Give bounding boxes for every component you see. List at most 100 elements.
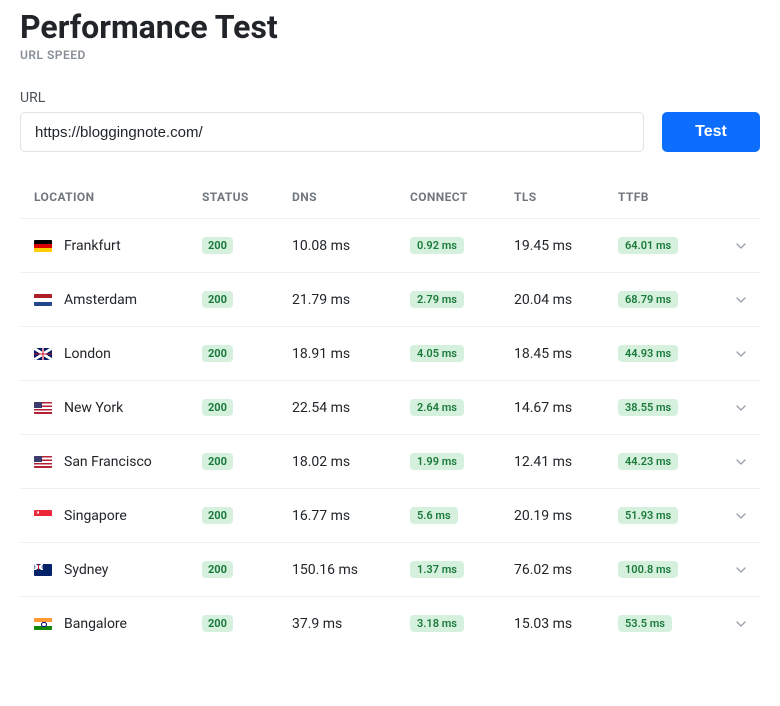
location-name: Amsterdam [64, 292, 137, 308]
expand-row-button[interactable] [718, 508, 764, 524]
connect-badge: 0.92 ms [410, 237, 464, 254]
col-connect: CONNECT [410, 190, 514, 204]
tls-value: 20.04 ms [514, 292, 618, 308]
connect-badge: 1.37 ms [410, 561, 464, 578]
table-row: London 200 18.91 ms4.05 ms 18.45 ms44.93 ms [20, 326, 760, 380]
location-name: London [64, 346, 111, 362]
status-badge: 200 [202, 345, 233, 362]
status-badge: 200 [202, 291, 233, 308]
ttfb-badge: 44.93 ms [618, 345, 678, 362]
col-ttfb: TTFB [618, 190, 718, 204]
location-cell: Frankfurt [34, 238, 202, 254]
flag-icon [34, 618, 52, 630]
location-cell: San Francisco [34, 454, 202, 470]
tls-value: 12.41 ms [514, 454, 618, 470]
connect-badge: 1.99 ms [410, 453, 464, 470]
dns-value: 16.77 ms [292, 508, 410, 524]
ttfb-badge: 38.55 ms [618, 399, 678, 416]
ttfb-badge: 64.01 ms [618, 237, 678, 254]
col-status: STATUS [202, 190, 292, 204]
status-badge: 200 [202, 561, 233, 578]
connect-badge: 4.05 ms [410, 345, 464, 362]
flag-icon [34, 564, 52, 576]
expand-row-button[interactable] [718, 454, 764, 470]
location-cell: London [34, 346, 202, 362]
location-name: Bangalore [64, 616, 127, 632]
status-badge: 200 [202, 615, 233, 632]
dns-value: 21.79 ms [292, 292, 410, 308]
ttfb-badge: 68.79 ms [618, 291, 678, 308]
status-badge: 200 [202, 507, 233, 524]
table-row: Frankfurt20010.08 ms0.92 ms19.45 ms64.01… [20, 218, 760, 272]
connect-badge: 2.79 ms [410, 291, 464, 308]
table-row: Bangalore 200 37.9 ms3.18 ms 15.03 ms53.5 m… [20, 596, 760, 650]
connect-badge: 2.64 ms [410, 399, 464, 416]
flag-icon [34, 456, 52, 468]
tls-value: 15.03 ms [514, 616, 618, 632]
location-name: New York [64, 400, 123, 416]
table-row: New York 200 22.54 ms2.64 ms 14.67 ms38.55 … [20, 380, 760, 434]
table-row: Singapore 200 16.77 ms5.6 ms 20.19 ms51.93 … [20, 488, 760, 542]
table-row: Amsterdam 200 21.79 ms2.79 ms 20.04 ms68.79… [20, 272, 760, 326]
flag-icon [34, 402, 52, 414]
connect-badge: 5.6 ms [410, 507, 458, 524]
dns-value: 10.08 ms [292, 238, 410, 254]
col-dns: DNS [292, 190, 410, 204]
status-badge: 200 [202, 453, 233, 470]
flag-icon [34, 510, 52, 522]
chevron-down-icon [733, 562, 749, 578]
page-title: Performance Test [20, 8, 760, 46]
chevron-down-icon [733, 508, 749, 524]
chevron-down-icon [733, 400, 749, 416]
flag-icon [34, 294, 52, 306]
chevron-down-icon [733, 346, 749, 362]
table-header: LOCATION STATUS DNS CONNECT TLS TTFB [20, 180, 760, 218]
expand-row-button[interactable] [718, 616, 764, 632]
table-row: San Francisco 200 18.02 ms1.99 ms 12.41 ms4… [20, 434, 760, 488]
dns-value: 37.9 ms [292, 616, 410, 632]
chevron-down-icon [733, 292, 749, 308]
tls-value: 76.02 ms [514, 562, 618, 578]
ttfb-badge: 100.8 ms [618, 561, 678, 578]
location-name: San Francisco [64, 454, 152, 470]
status-badge: 200 [202, 237, 233, 254]
chevron-down-icon [733, 454, 749, 470]
url-form: Test [20, 112, 760, 152]
tls-value: 14.67 ms [514, 400, 618, 416]
location-name: Sydney [64, 562, 108, 578]
location-cell: Sydney [34, 562, 202, 578]
location-name: Frankfurt [64, 238, 121, 254]
ttfb-badge: 53.5 ms [618, 615, 672, 632]
tls-value: 18.45 ms [514, 346, 618, 362]
connect-badge: 3.18 ms [410, 615, 464, 632]
chevron-down-icon [733, 238, 749, 254]
url-label: URL [20, 90, 760, 106]
flag-icon [34, 348, 52, 360]
status-badge: 200 [202, 399, 233, 416]
expand-row-button[interactable] [718, 562, 764, 578]
expand-row-button[interactable] [718, 346, 764, 362]
page-subtitle: URL SPEED [20, 48, 760, 62]
ttfb-badge: 44.23 ms [618, 453, 678, 470]
dns-value: 18.91 ms [292, 346, 410, 362]
col-tls: TLS [514, 190, 618, 204]
dns-value: 18.02 ms [292, 454, 410, 470]
location-cell: Singapore [34, 508, 202, 524]
test-button[interactable]: Test [662, 112, 760, 152]
expand-row-button[interactable] [718, 238, 764, 254]
location-name: Singapore [64, 508, 127, 524]
location-cell: New York [34, 400, 202, 416]
expand-row-button[interactable] [718, 400, 764, 416]
table-row: Sydney 200 150.16 ms1.37 ms 76.02 ms100.8 m… [20, 542, 760, 596]
tls-value: 20.19 ms [514, 508, 618, 524]
dns-value: 150.16 ms [292, 562, 410, 578]
ttfb-badge: 51.93 ms [618, 507, 678, 524]
flag-icon [34, 240, 52, 252]
location-cell: Amsterdam [34, 292, 202, 308]
col-location: LOCATION [34, 190, 202, 204]
dns-value: 22.54 ms [292, 400, 410, 416]
url-input[interactable] [20, 112, 644, 152]
expand-row-button[interactable] [718, 292, 764, 308]
results-table: LOCATION STATUS DNS CONNECT TLS TTFB Fra… [20, 180, 760, 650]
chevron-down-icon [733, 616, 749, 632]
